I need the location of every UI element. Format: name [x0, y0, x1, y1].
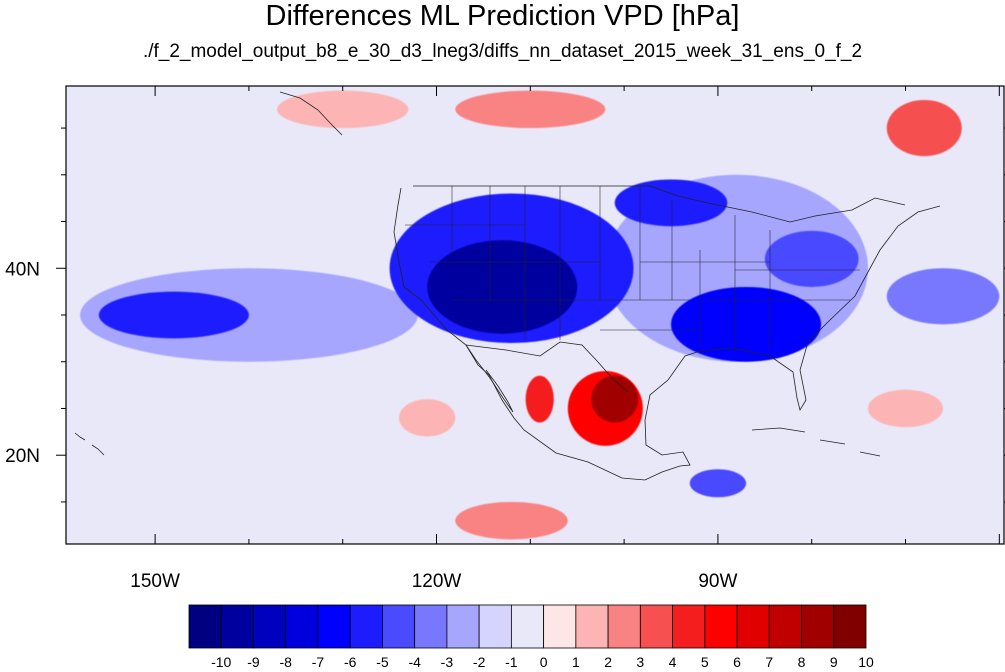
colorbar-label: -3	[441, 654, 454, 670]
y-tick-label: 20N	[5, 446, 40, 467]
colorbar-label: 10	[858, 654, 874, 670]
colorbar-swatch	[801, 604, 835, 649]
x-tick-label: 120W	[412, 571, 462, 592]
vpd-difference-field	[66, 86, 1004, 544]
colorbar-label: -4	[408, 654, 421, 670]
field-region-central-mexico-core	[591, 375, 639, 423]
colorbar-swatch	[382, 604, 416, 649]
colorbar-label: 6	[733, 654, 741, 670]
colorbar-swatch	[543, 604, 577, 649]
colorbar-label: -6	[344, 654, 357, 670]
field-region-east-pacific-south	[455, 501, 568, 540]
colorbar-swatch	[833, 604, 867, 649]
colorbar-swatch	[639, 604, 673, 649]
field-region-western-us-core	[427, 240, 578, 334]
x-tick-label: 90W	[698, 571, 737, 592]
colorbar-label: -5	[376, 654, 389, 670]
colorbar-swatch	[575, 604, 609, 649]
colorbar-label: 7	[765, 654, 773, 670]
colorbar-label: 9	[830, 654, 838, 670]
colorbar-label: -8	[279, 654, 292, 670]
colorbar-swatch	[672, 604, 706, 649]
colorbar-swatch	[478, 604, 512, 649]
field-region-canada-north	[455, 90, 606, 129]
colorbar-swatch	[253, 604, 287, 649]
islands	[74, 91, 881, 457]
colorbar-label: 1	[572, 654, 580, 670]
coastlines-and-borders	[74, 91, 941, 481]
field-region-central-america	[689, 469, 747, 498]
field-region-southeast-us	[671, 286, 822, 362]
x-tick-label: 150W	[130, 571, 180, 592]
field-region-gulf-of-california	[525, 375, 554, 423]
colorbar-swatch	[704, 604, 738, 649]
state-lines	[405, 186, 860, 350]
colorbar-label: -1	[505, 654, 518, 670]
axis-ticks: 150W 120W 90W 20N 40N	[5, 86, 1005, 592]
us-mexico-border	[465, 341, 629, 393]
chart-title: Differences ML Prediction VPD [hPa]	[265, 0, 740, 32]
field-region-baja-pacific	[398, 399, 456, 437]
colorbar-label: -2	[473, 654, 486, 670]
colorbar-label: -7	[312, 654, 325, 670]
field-region-pacific-band	[80, 268, 418, 362]
field-region-western-atlantic	[867, 389, 944, 428]
field-region-northern-plains	[614, 179, 728, 227]
colorbar-label: -9	[247, 654, 260, 670]
colorbar-swatch	[768, 604, 802, 649]
colorbar-swatch	[446, 604, 480, 649]
colorbar-label: 5	[701, 654, 709, 670]
field-region-atlantic-band	[886, 268, 1000, 325]
field-region-gulf-of-alaska	[277, 90, 409, 129]
field-region-hudson-area	[886, 100, 962, 157]
colorbar-swatch	[736, 604, 770, 649]
colorbar-swatch	[285, 604, 319, 649]
baja-peninsula	[465, 344, 514, 413]
colorbar-swatch	[188, 604, 222, 649]
colorbar-swatch	[607, 604, 641, 649]
colorbar-swatch	[317, 604, 351, 649]
colorbar-swatch	[349, 604, 383, 649]
colorbar-swatch	[414, 604, 448, 649]
colorbar-label: 8	[798, 654, 806, 670]
colorbar-swatch	[220, 604, 254, 649]
colorbar-swatch	[510, 604, 545, 649]
colorbar-label: -10	[211, 654, 231, 670]
colorbar-label: 3	[636, 654, 644, 670]
chart-subtitle: ./f_2_model_output_b8_e_30_d3_lneg3/diff…	[142, 41, 863, 62]
y-tick-label: 40N	[5, 259, 40, 280]
field-region-pacific-band-core	[98, 291, 249, 339]
colorbar-label: 2	[604, 654, 612, 670]
colorbar-label: 4	[669, 654, 677, 670]
colorbar-label: 0	[540, 654, 548, 670]
us-canada-border	[413, 185, 906, 223]
colorbar: -10 -9 -8 -7 -6 -5 -4 -3 -2 -1 0 1 2 3 4 5 6 7 8 9 10	[188, 604, 874, 670]
field-region-northeast-us	[764, 230, 859, 287]
